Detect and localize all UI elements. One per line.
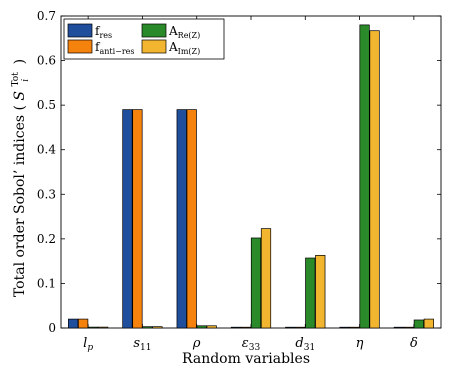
legend-entry-1: fanti−res — [95, 40, 135, 56]
bar-0-5 — [339, 326, 350, 329]
legend-entry-base: A — [168, 40, 178, 54]
bar-0-6 — [393, 326, 404, 329]
legend-entry-sub: res — [99, 31, 112, 40]
bar-2-4 — [305, 257, 316, 329]
x-tick-label-sub: p — [87, 343, 93, 353]
x-tick-label-main: δ — [410, 336, 418, 351]
y-axis-label-paren-open: ( — [12, 105, 28, 110]
legend-swatch-2 — [141, 23, 167, 38]
y-tick-label: 0.2 — [37, 232, 56, 246]
bar-3-4 — [315, 254, 326, 329]
bar-0-2 — [176, 109, 187, 329]
x-tick-label-sub: 33 — [249, 343, 261, 353]
y-tick-label: 0.4 — [37, 143, 56, 157]
y-axis-ticks: 0 0.1 0.2 0.3 0.4 0.5 0.6 0.7 — [37, 9, 441, 335]
x-tick-label-main: l — [83, 336, 87, 351]
x-tick-label-sub: 11 — [140, 343, 151, 353]
bar-2-2 — [196, 325, 207, 329]
bar-3-2 — [206, 325, 217, 329]
y-axis-label-symbol-sup: Tot — [11, 72, 21, 87]
bar-3-0 — [98, 326, 109, 329]
bar-2-6 — [413, 319, 424, 329]
legend-entry-sub: Im(Z) — [178, 47, 201, 56]
y-tick-label: 0.7 — [37, 9, 56, 23]
legend-entry-base: f — [95, 40, 101, 54]
x-tick-label-main: d — [295, 336, 303, 351]
bar-2-3 — [250, 237, 262, 329]
x-tick-label-main: s — [133, 336, 140, 351]
y-tick-label: 0.3 — [37, 187, 56, 201]
y-axis-label: Total order Sobol’ indices ( S Tot i ) — [6, 59, 32, 297]
bar-0-1 — [122, 109, 133, 329]
y-axis-label-symbol-sub: i — [21, 79, 31, 82]
bar-1-4 — [295, 326, 306, 329]
legend-entry-sub: anti−res — [99, 47, 134, 56]
y-axis-label-group: Total order Sobol’ indices ( S Tot i ) — [6, 59, 32, 297]
bar-1-1 — [132, 109, 143, 329]
y-axis-label-symbol: S — [12, 91, 28, 101]
x-tick-label: ρ — [192, 336, 201, 351]
y-axis-label-text: Total order Sobol’ indices — [12, 115, 28, 297]
x-tick-label: δ — [410, 336, 418, 351]
x-tick-label-main: ε — [242, 336, 249, 351]
legend-entry-0: fres — [95, 24, 112, 40]
bar-0-0 — [68, 318, 79, 329]
bar-2-5 — [359, 24, 370, 329]
bar-3-3 — [260, 228, 272, 329]
bars — [68, 24, 434, 329]
legend-entry-base: A — [168, 24, 178, 38]
bar-1-6 — [403, 326, 414, 329]
y-tick-label: 0.6 — [37, 54, 56, 68]
x-tick-label-sub: 31 — [304, 343, 315, 353]
x-tick-label: ε33 — [242, 336, 261, 353]
legend-entry-2: ARe(Z) — [168, 24, 200, 40]
y-axis-label-paren-close: ) — [12, 59, 28, 64]
y-tick-label: 0 — [48, 321, 56, 335]
bar-0-4 — [285, 326, 296, 329]
y-tick-label: 0.5 — [37, 98, 56, 112]
legend-swatch-0 — [67, 23, 93, 38]
legend-entry-sub: Re(Z) — [178, 31, 201, 40]
bar-1-2 — [186, 109, 197, 329]
bar-2-0 — [88, 326, 99, 329]
bar-1-5 — [349, 326, 360, 329]
x-axis-label: Random variables — [182, 351, 310, 367]
x-axis-ticks: lp s11 ρ ε33 d31 η δ — [83, 16, 418, 353]
legend-entry-base: f — [95, 24, 101, 38]
bar-3-6 — [423, 318, 434, 329]
x-tick-label: d31 — [295, 336, 315, 353]
legend-swatch-3 — [141, 39, 167, 54]
bar-3-5 — [369, 30, 380, 329]
legend-entry-3: AIm(Z) — [168, 40, 200, 56]
bar-1-3 — [240, 326, 252, 329]
bar-2-1 — [142, 326, 153, 329]
x-tick-label-main: η — [356, 336, 364, 351]
x-tick-label-main: ρ — [192, 336, 201, 351]
legend-swatch-1 — [67, 39, 93, 54]
bar-0-3 — [230, 326, 242, 329]
y-tick-label: 0.1 — [37, 276, 56, 290]
bar-3-1 — [152, 326, 163, 329]
x-tick-label: η — [356, 336, 364, 351]
bar-1-0 — [78, 318, 89, 329]
x-tick-label: s11 — [133, 336, 151, 353]
x-tick-label: lp — [83, 336, 93, 353]
